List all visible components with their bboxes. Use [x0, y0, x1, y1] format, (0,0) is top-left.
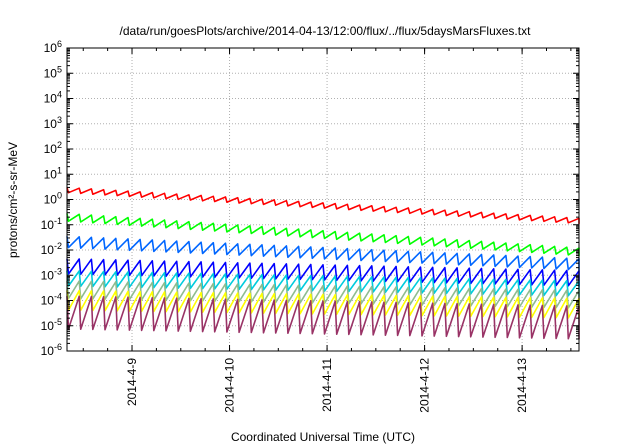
y-tick-label: 104 [44, 90, 62, 106]
y-tick-label: 105 [44, 64, 62, 80]
x-axis-label: Coordinated Universal Time (UTC) [231, 430, 415, 444]
y-tick-label: 106 [44, 39, 62, 55]
y-axis-label: protons/cm²-s-sr-MeV [6, 142, 20, 258]
y-tick-label: 10-5 [41, 317, 62, 333]
y-tick-label: 10-2 [41, 241, 62, 257]
series-line [66, 236, 580, 271]
y-tick-label: 10-3 [41, 266, 62, 282]
x-tick-label: 2014-4-9 [125, 358, 139, 406]
y-tick-label: 10-4 [41, 292, 62, 308]
series-line [66, 187, 580, 225]
series-line [66, 270, 580, 297]
y-tick-label: 100 [44, 191, 62, 207]
series-line [66, 295, 580, 340]
y-tick-label: 101 [44, 165, 62, 181]
series-lines [66, 187, 580, 340]
series-line [66, 258, 580, 287]
y-tick-label: 102 [44, 140, 62, 156]
x-tick-label: 2014-4-10 [223, 358, 237, 413]
series-line [66, 280, 580, 309]
x-axis-ticks: 2014-4-9 2014-4-10 2014-4-11 2014-4-12 2014-… [82, 48, 572, 413]
y-tick-label: 10-6 [41, 342, 62, 358]
y-tick-label: 10-1 [41, 216, 62, 232]
series-line [66, 213, 580, 257]
y-tick-label: 103 [44, 115, 62, 131]
x-tick-label: 2014-4-11 [320, 358, 334, 412]
x-tick-label: 2014-4-13 [515, 358, 529, 413]
x-tick-label: 2014-4-12 [418, 358, 432, 413]
chart-title: /data/run/goesPlots/archive/2014-04-13/1… [120, 24, 532, 38]
